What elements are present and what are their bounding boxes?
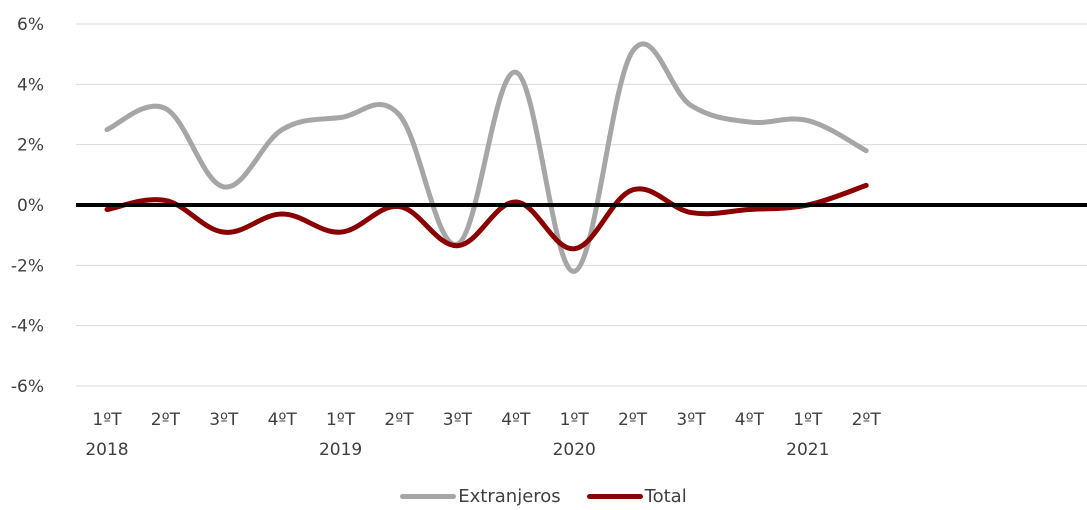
x-tick-label: 1ºT: [560, 410, 590, 430]
x-year-label: 2018: [85, 440, 128, 460]
legend: Extranjeros Total: [0, 482, 1087, 510]
y-tick-label: 0%: [17, 196, 44, 216]
x-tick-label: 2ºT: [151, 410, 181, 430]
series-line-extranjeros: [104, 41, 869, 274]
y-tick-label: 4%: [17, 75, 44, 95]
y-tick-label: 6%: [17, 15, 44, 35]
x-year-label: 2020: [553, 440, 596, 460]
x-tick-label: 1ºT: [793, 410, 823, 430]
x-tick-label: 2ºT: [852, 410, 882, 430]
x-tick-label: 3ºT: [443, 410, 473, 430]
y-tick-label: -2%: [11, 256, 44, 276]
y-tick-label: 2%: [17, 136, 44, 156]
legend-label-total: Total: [644, 485, 687, 507]
legend-item-extranjeros: Extranjeros: [400, 485, 561, 507]
x-tick-label: 2ºT: [618, 410, 648, 430]
x-tick-label: 2ºT: [384, 410, 414, 430]
x-tick-label: 1ºT: [326, 410, 356, 430]
x-tick-label: 4ºT: [735, 410, 765, 430]
x-year-label: 2021: [786, 440, 829, 460]
y-tick-label: -6%: [11, 377, 44, 397]
x-tick-label: 4ºT: [501, 410, 531, 430]
series-line-total: [104, 182, 869, 252]
line-chart-plot: 6% 4% 2% 0% -2% -4% -6% 1ºT 2ºT 3ºT 4ºT 1ºT 2ºT 3ºT 4º…: [11, 15, 1087, 460]
x-year-label: 2019: [319, 440, 362, 460]
legend-swatch-extranjeros: [400, 493, 457, 499]
legend-item-total: Total: [586, 485, 687, 507]
x-tick-label: 4ºT: [268, 410, 298, 430]
x-tick-label: 3ºT: [676, 410, 706, 430]
x-tick-label: 3ºT: [209, 410, 239, 430]
y-tick-label: -4%: [11, 317, 44, 337]
x-tick-label: 1ºT: [92, 410, 122, 430]
legend-swatch-total: [586, 493, 643, 499]
legend-label-extranjeros: Extranjeros: [458, 485, 561, 507]
